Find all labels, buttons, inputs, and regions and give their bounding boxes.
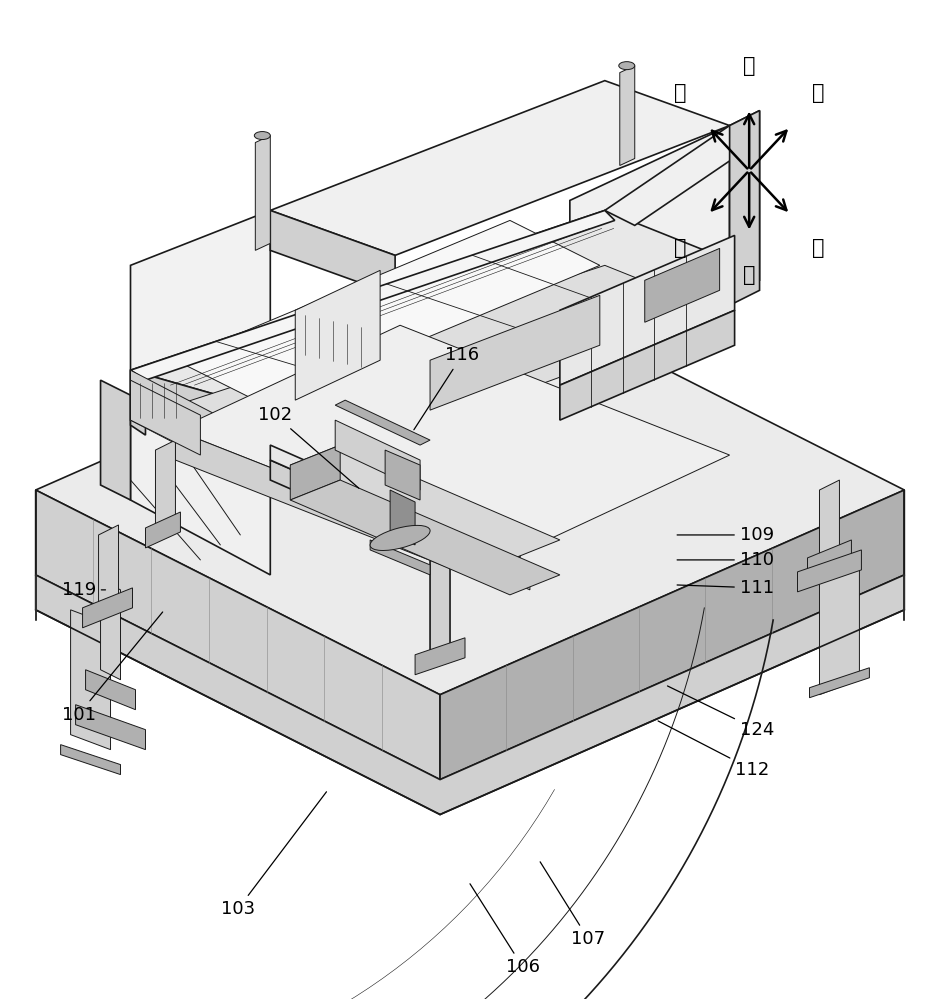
Polygon shape [389, 490, 415, 545]
Polygon shape [70, 610, 110, 750]
Polygon shape [85, 670, 136, 710]
Polygon shape [290, 480, 560, 595]
Text: 前: 前 [812, 83, 824, 103]
Text: 109: 109 [677, 526, 773, 544]
Text: 107: 107 [539, 862, 605, 948]
Text: 111: 111 [677, 579, 773, 597]
Text: 右: 右 [812, 238, 824, 258]
Polygon shape [130, 370, 230, 472]
Polygon shape [619, 66, 634, 165]
Polygon shape [130, 380, 200, 455]
Polygon shape [560, 310, 734, 420]
Ellipse shape [618, 62, 634, 70]
Polygon shape [415, 638, 464, 675]
Polygon shape [290, 445, 340, 500]
Polygon shape [644, 248, 719, 322]
Text: 101: 101 [62, 612, 163, 724]
Polygon shape [604, 126, 759, 225]
Polygon shape [430, 295, 599, 410]
Text: 119: 119 [62, 581, 106, 599]
Polygon shape [36, 490, 440, 780]
Ellipse shape [370, 525, 430, 550]
Polygon shape [335, 400, 430, 445]
Polygon shape [329, 480, 530, 590]
Polygon shape [255, 136, 270, 250]
Polygon shape [130, 370, 145, 435]
Polygon shape [130, 210, 270, 395]
Polygon shape [100, 380, 130, 500]
Polygon shape [440, 490, 903, 780]
Polygon shape [82, 588, 132, 628]
Polygon shape [175, 430, 505, 590]
Text: 下: 下 [742, 56, 754, 76]
Polygon shape [819, 480, 839, 570]
Polygon shape [729, 111, 759, 295]
Polygon shape [130, 370, 305, 470]
Text: 102: 102 [257, 406, 358, 488]
Polygon shape [76, 705, 145, 750]
Polygon shape [61, 745, 121, 775]
Polygon shape [98, 525, 118, 620]
Text: 124: 124 [666, 686, 773, 739]
Polygon shape [295, 270, 380, 400]
Text: 110: 110 [677, 551, 773, 569]
Text: 左: 左 [673, 83, 685, 103]
Ellipse shape [254, 132, 270, 140]
Polygon shape [385, 450, 419, 500]
Polygon shape [130, 395, 270, 575]
Polygon shape [270, 460, 519, 590]
Polygon shape [270, 445, 519, 570]
Polygon shape [155, 440, 175, 540]
Text: 后: 后 [673, 238, 685, 258]
Text: 103: 103 [220, 792, 326, 918]
Polygon shape [145, 512, 181, 548]
Polygon shape [36, 285, 903, 695]
Polygon shape [270, 81, 729, 255]
Text: 116: 116 [414, 346, 478, 430]
Polygon shape [130, 265, 729, 470]
Text: 上: 上 [742, 265, 754, 285]
Polygon shape [130, 210, 614, 380]
Polygon shape [36, 575, 903, 815]
Polygon shape [807, 540, 851, 578]
Polygon shape [560, 235, 734, 385]
Polygon shape [335, 420, 419, 490]
Polygon shape [569, 126, 729, 370]
Polygon shape [270, 210, 395, 295]
Polygon shape [797, 550, 860, 592]
Polygon shape [130, 210, 729, 420]
Polygon shape [175, 220, 599, 405]
Text: 106: 106 [470, 884, 539, 976]
Polygon shape [430, 540, 449, 668]
Polygon shape [809, 668, 869, 698]
Text: 112: 112 [657, 721, 768, 779]
Polygon shape [100, 580, 121, 680]
Polygon shape [370, 540, 430, 575]
Polygon shape [290, 445, 560, 560]
Polygon shape [175, 325, 729, 560]
Polygon shape [729, 111, 759, 305]
Polygon shape [819, 555, 858, 695]
